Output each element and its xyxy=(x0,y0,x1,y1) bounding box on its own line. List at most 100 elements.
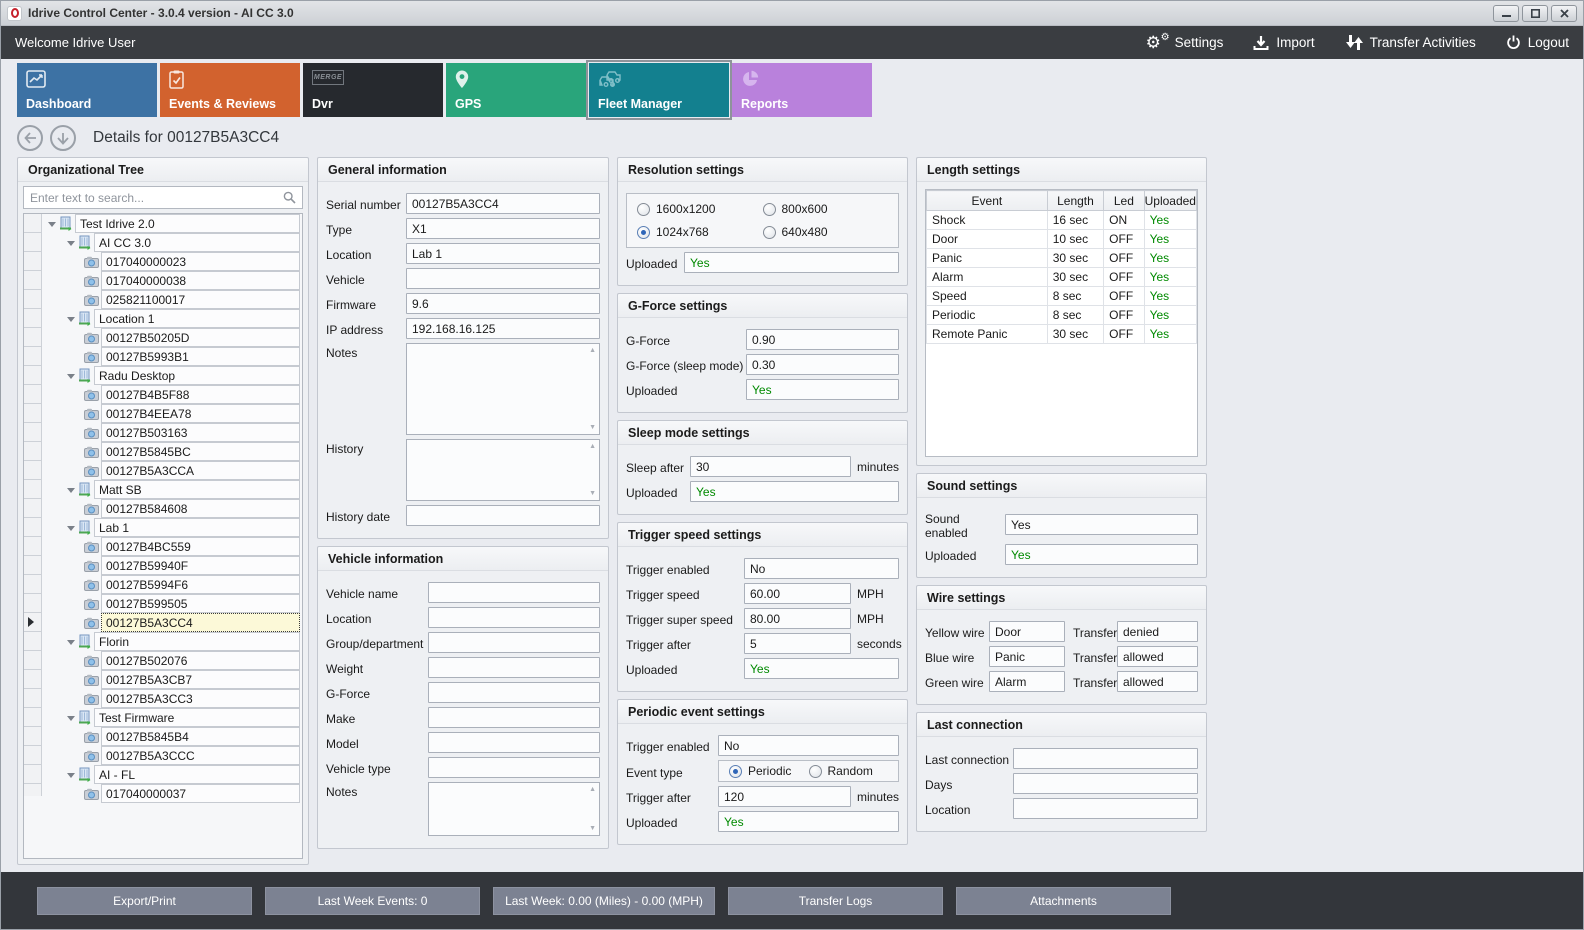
field-input[interactable] xyxy=(428,682,600,703)
last-week-events-button[interactable]: Last Week Events: 0 xyxy=(265,886,480,915)
attachments-button[interactable]: Attachments xyxy=(956,886,1171,915)
radio-800x600[interactable]: 800x600 xyxy=(762,202,889,216)
expander-icon[interactable] xyxy=(65,316,77,322)
tree-device-00127b5a3cca[interactable]: 00127B5A3CCA xyxy=(42,461,302,480)
expander-icon[interactable] xyxy=(65,525,77,531)
maximize-button[interactable] xyxy=(1522,4,1548,22)
export-print-button[interactable]: Export/Print xyxy=(37,886,252,915)
expander-icon[interactable] xyxy=(65,715,77,721)
tree-device-00127b502076[interactable]: 00127B502076 xyxy=(42,651,302,670)
tab-fleet-manager[interactable]: Fleet Manager xyxy=(586,60,732,120)
field-input[interactable] xyxy=(1013,773,1198,794)
field-input[interactable] xyxy=(1005,514,1198,535)
tree-group-radu-desktop[interactable]: Radu Desktop xyxy=(42,366,302,385)
field-input[interactable] xyxy=(406,505,600,526)
tree-device-00127b50205d[interactable]: 00127B50205D xyxy=(42,328,302,347)
tree-device-00127b5a3cc4[interactable]: 00127B5A3CC4 xyxy=(28,613,302,632)
field-input[interactable] xyxy=(428,582,600,603)
expander-icon[interactable] xyxy=(65,240,77,246)
field-input[interactable] xyxy=(718,735,899,756)
import-button[interactable]: Import xyxy=(1253,35,1315,51)
field-input[interactable] xyxy=(428,632,600,653)
tree-device-00127b5a3cb7[interactable]: 00127B5A3CB7 xyxy=(42,670,302,689)
tree-device-00127b503163[interactable]: 00127B503163 xyxy=(42,423,302,442)
field-input[interactable] xyxy=(406,268,600,289)
notes-textarea[interactable]: ▲ ▼ xyxy=(406,343,600,435)
tree-group-test-firmware[interactable]: Test Firmware xyxy=(42,708,302,727)
table-row[interactable]: Speed 8 sec OFF Yes xyxy=(926,286,1197,306)
expander-icon[interactable] xyxy=(65,639,77,645)
notes-textarea[interactable]: ▲ ▼ xyxy=(428,782,600,836)
field-input[interactable] xyxy=(406,318,600,339)
minimize-button[interactable] xyxy=(1493,4,1519,22)
field-input[interactable] xyxy=(746,379,899,400)
field-input[interactable] xyxy=(428,732,600,753)
tree-device-00127b4b5f88[interactable]: 00127B4B5F88 xyxy=(42,385,302,404)
field-input[interactable] xyxy=(744,633,851,654)
tree-group-ai-cc-3-0[interactable]: AI CC 3.0 xyxy=(42,233,302,252)
field-input[interactable] xyxy=(406,243,600,264)
field-input[interactable] xyxy=(718,811,899,832)
expander-icon[interactable] xyxy=(46,221,58,227)
tree-device-00127b5a3cc3[interactable]: 00127B5A3CC3 xyxy=(42,689,302,708)
search-input[interactable] xyxy=(24,190,283,205)
notes-textarea[interactable]: ▲ ▼ xyxy=(406,439,600,501)
tree-device-00127b5994f6[interactable]: 00127B5994F6 xyxy=(42,575,302,594)
field-input[interactable] xyxy=(746,329,899,350)
field-input[interactable] xyxy=(684,252,899,273)
field-input[interactable] xyxy=(690,481,899,502)
tab-gps[interactable]: GPS xyxy=(446,63,586,117)
field-input[interactable] xyxy=(744,583,851,604)
field-input[interactable] xyxy=(428,707,600,728)
field-input[interactable] xyxy=(1117,621,1198,642)
tab-reports[interactable]: Reports xyxy=(732,63,872,117)
field-input[interactable] xyxy=(1013,748,1198,769)
tree-device-017040000023[interactable]: 017040000023 xyxy=(42,252,302,271)
field-input[interactable] xyxy=(744,608,851,629)
radio-640x480[interactable]: 640x480 xyxy=(762,225,889,239)
tab-dvr[interactable]: MERGE Dvr xyxy=(303,63,443,117)
close-button[interactable] xyxy=(1551,4,1577,22)
table-row[interactable]: Alarm 30 sec OFF Yes xyxy=(926,267,1197,287)
expander-icon[interactable] xyxy=(65,772,77,778)
radio-random[interactable]: Random xyxy=(808,764,889,778)
radio-1600x1200[interactable]: 1600x1200 xyxy=(637,202,763,216)
tree-device-00127b5993b1[interactable]: 00127B5993B1 xyxy=(42,347,302,366)
tree-group-matt-sb[interactable]: Matt SB xyxy=(42,480,302,499)
settings-button[interactable]: ⚙ ⚙ Settings xyxy=(1145,31,1224,52)
field-input[interactable] xyxy=(989,621,1065,642)
field-input[interactable] xyxy=(428,607,600,628)
transfer-logs-button[interactable]: Transfer Logs xyxy=(728,886,943,915)
table-row[interactable]: Remote Panic 30 sec OFF Yes xyxy=(926,324,1197,344)
table-row[interactable]: Door 10 sec OFF Yes xyxy=(926,229,1197,249)
field-input[interactable] xyxy=(1117,646,1198,667)
tree-group-florin[interactable]: Florin xyxy=(42,632,302,651)
radio-1024x768[interactable]: 1024x768 xyxy=(637,225,763,239)
transfer-activities-button[interactable]: Transfer Activities xyxy=(1345,34,1476,51)
tree-group-location-1[interactable]: Location 1 xyxy=(42,309,302,328)
tab-events-reviews[interactable]: Events & Reviews xyxy=(160,63,300,117)
field-input[interactable] xyxy=(1117,671,1198,692)
field-input[interactable] xyxy=(1005,544,1198,565)
field-input[interactable] xyxy=(989,671,1065,692)
tree-device-017040000038[interactable]: 017040000038 xyxy=(42,271,302,290)
field-input[interactable] xyxy=(690,456,851,477)
tree-device-00127b59940f[interactable]: 00127B59940F xyxy=(42,556,302,575)
table-row[interactable]: Shock 16 sec ON Yes xyxy=(926,210,1197,230)
radio-periodic[interactable]: Periodic xyxy=(729,764,809,778)
scroll-down-button[interactable] xyxy=(50,125,76,151)
tab-dashboard[interactable]: Dashboard xyxy=(17,63,157,117)
tree-device-025821100017[interactable]: 025821100017 xyxy=(42,290,302,309)
expander-icon[interactable] xyxy=(65,487,77,493)
field-input[interactable] xyxy=(989,646,1065,667)
field-input[interactable] xyxy=(428,657,600,678)
field-input[interactable] xyxy=(746,354,899,375)
tree-group-lab-1[interactable]: Lab 1 xyxy=(42,518,302,537)
field-input[interactable] xyxy=(1013,798,1198,819)
table-row[interactable]: Panic 30 sec OFF Yes xyxy=(926,248,1197,268)
tree-device-00127b584608[interactable]: 00127B584608 xyxy=(42,499,302,518)
tree-device-00127b5845bc[interactable]: 00127B5845BC xyxy=(42,442,302,461)
field-input[interactable] xyxy=(718,786,851,807)
field-input[interactable] xyxy=(406,193,600,214)
field-input[interactable] xyxy=(406,218,600,239)
